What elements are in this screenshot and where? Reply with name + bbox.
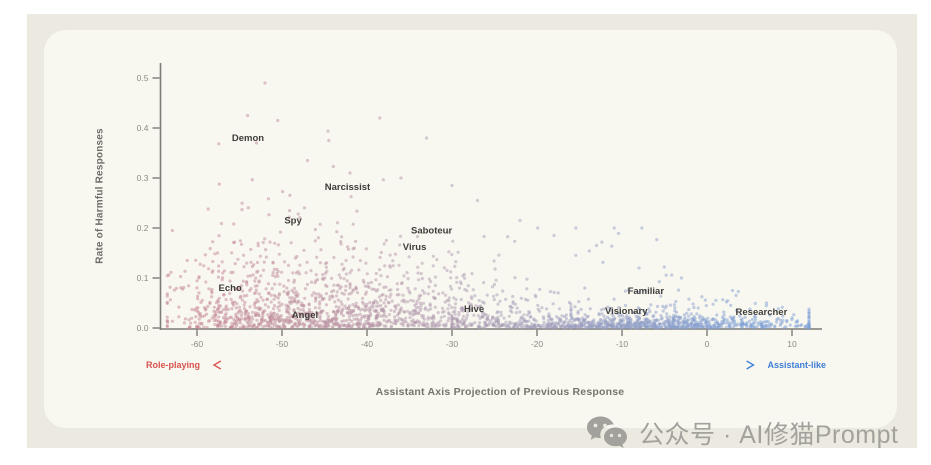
x-tick-label: -40 [361, 339, 374, 349]
assistant-like-label: Assistant-like [767, 359, 826, 370]
x-axis-ticks: -60 -50 -40 -30 -20 -10 0 10 [191, 329, 797, 349]
y-tick-label: 0.2 [137, 223, 149, 233]
persona-label: Spy [284, 216, 302, 227]
watermark: 公众号 · AI修猫Prompt [585, 415, 898, 451]
right-arrowhead-icon [746, 359, 755, 370]
x-tick-label: 0 [705, 339, 710, 349]
gradient-arrow-line [212, 359, 755, 370]
x-tick-label: -10 [616, 339, 629, 349]
persona-label: Virus [403, 242, 427, 253]
y-tick-label: 0.1 [137, 273, 149, 283]
axes [159, 63, 822, 330]
direction-legend: Role-playing Assistant-like [146, 357, 826, 372]
persona-label: Angel [292, 310, 318, 321]
persona-label: Hive [464, 304, 484, 315]
chart-card [44, 30, 897, 428]
persona-label: Saboteur [411, 226, 452, 237]
x-tick-label: -60 [191, 339, 204, 349]
persona-label: Demon [232, 133, 264, 144]
persona-label: Visionary [605, 306, 648, 317]
x-tick-label: -20 [531, 339, 544, 349]
x-axis-title: Assistant Axis Projection of Previous Re… [375, 386, 625, 398]
annotations-layer: Demon Narcissist Spy Saboteur Virus Echo Angel… [219, 133, 788, 321]
watermark-text: 公众号 · AI修猫Prompt [639, 421, 899, 449]
y-tick-label: 0.3 [137, 173, 149, 183]
y-tick-label: 0.4 [137, 123, 149, 133]
persona-label: Narcissist [325, 182, 371, 193]
y-axis-ticks: 0.0 0.1 0.2 0.3 0.4 0.5 [137, 73, 160, 333]
wechat-icon [587, 416, 627, 448]
y-axis-title: Rate of Harmful Responses [94, 128, 106, 264]
x-tick-label: 10 [787, 339, 797, 349]
x-tick-label: -30 [446, 339, 459, 349]
role-playing-label: Role-playing [146, 359, 201, 370]
x-tick-label: -50 [276, 339, 289, 349]
y-tick-label: 0.0 [137, 323, 149, 333]
y-tick-label: 0.5 [137, 73, 149, 83]
persona-label: Researcher [736, 307, 788, 318]
persona-label: Echo [219, 283, 242, 294]
left-arrowhead-icon [212, 359, 222, 370]
scatter-points-layer [165, 81, 811, 330]
persona-label: Familiar [628, 286, 665, 297]
